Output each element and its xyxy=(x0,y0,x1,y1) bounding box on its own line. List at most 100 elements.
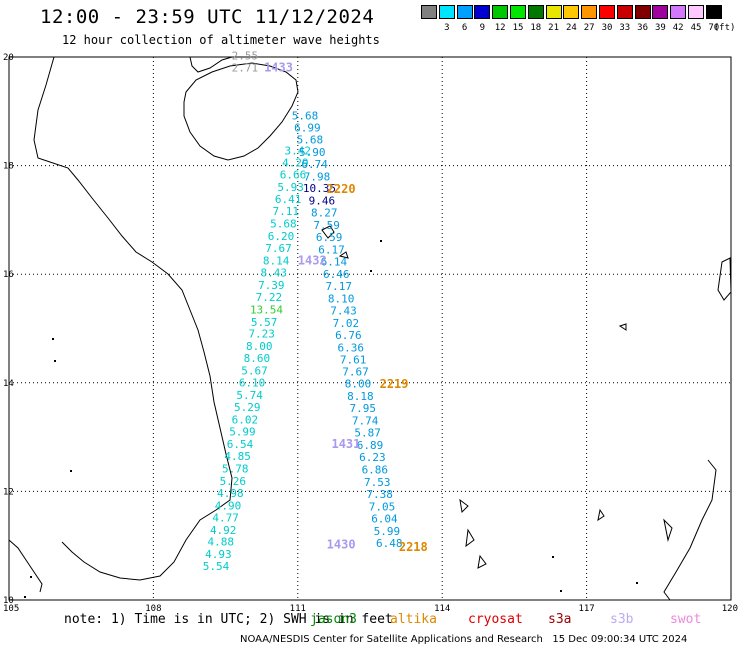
island-dot xyxy=(560,590,562,592)
wave-height-value: 9.46 xyxy=(309,195,336,208)
wave-height-value: 6.14 xyxy=(321,256,348,269)
colorbar-label: 33 xyxy=(619,23,631,33)
coastline xyxy=(321,225,335,239)
colorbar-label: 42 xyxy=(672,23,684,33)
wave-height-value: 5.68 xyxy=(292,109,319,122)
wave-height-value: 4.77 xyxy=(212,511,239,524)
coastline xyxy=(338,251,349,259)
colorbar-swatch xyxy=(438,5,455,19)
wave-height-value: 7.59 xyxy=(313,219,340,232)
wave-height-value: 7.67 xyxy=(265,242,292,255)
wave-height-value: 6.74 xyxy=(301,158,328,171)
satellite-legend-item: s3a xyxy=(548,612,572,627)
wave-height-value: 7.38 xyxy=(366,488,393,501)
wave-height-value: 6.04 xyxy=(371,512,398,525)
pass-time-label: 2219 xyxy=(380,377,409,391)
lon-tick-label: 120 xyxy=(722,604,738,614)
wave-height-value: 4.85 xyxy=(224,450,251,463)
coastline xyxy=(183,62,299,161)
coastline xyxy=(618,323,627,331)
wave-height-value: 6.89 xyxy=(357,439,384,452)
colorbar-label: 18 xyxy=(530,23,542,33)
wave-height-value: 8.10 xyxy=(328,292,355,305)
wave-height-value: 7.74 xyxy=(352,415,379,428)
wave-height-value: 6.76 xyxy=(335,329,362,342)
wave-height-value: 5.26 xyxy=(220,475,247,488)
pass-time-label: 1430 xyxy=(327,537,356,551)
coastline xyxy=(8,539,43,593)
island-dot xyxy=(30,576,32,578)
colorbar-label: 30 xyxy=(601,23,613,33)
coastline xyxy=(477,554,487,569)
wave-height-value: 5.99 xyxy=(374,525,401,538)
island-dot xyxy=(24,596,26,598)
wave-height-value: 7.98 xyxy=(304,170,331,183)
colorbar-label: 36 xyxy=(637,23,649,33)
colorbar-swatch xyxy=(705,5,722,19)
lat-tick-label: 12 xyxy=(3,487,14,497)
lon-tick-label: 105 xyxy=(3,604,19,614)
island-dot xyxy=(370,270,372,272)
satellite-legend-item: altika xyxy=(390,612,437,627)
wave-height-value: 6.59 xyxy=(316,231,343,244)
wave-height-value: 3.42 xyxy=(285,145,312,158)
colorbar-label: 15 xyxy=(512,23,524,33)
lon-tick-label: 117 xyxy=(578,604,594,614)
wave-height-value: 7.17 xyxy=(325,280,352,293)
map-subtitle: 12 hour collection of altimeter wave hei… xyxy=(62,33,380,47)
wave-height-value: 7.95 xyxy=(350,402,377,415)
colorbar-label: 12 xyxy=(494,23,506,33)
colorbar-swatch xyxy=(421,5,437,19)
colorbar-unit: (ft) xyxy=(713,23,736,33)
colorbar-swatch xyxy=(634,5,651,19)
map-title: 12:00 - 23:59 UTC 11/12/2024 xyxy=(40,6,375,28)
wave-height-value: 6.54 xyxy=(227,438,254,451)
wave-height-value: 4.29 xyxy=(282,157,309,170)
wave-height-value: 4.98 xyxy=(217,487,244,500)
colorbar-swatch xyxy=(474,5,491,19)
coastline xyxy=(663,518,673,542)
colorbar-swatch xyxy=(599,5,615,19)
colorbar-swatch xyxy=(492,5,509,19)
island-dot xyxy=(552,556,554,558)
pass-time-label: 1431 xyxy=(331,437,360,451)
colorbar-label: 27 xyxy=(583,23,595,33)
pass-time-label: 2220 xyxy=(327,182,356,196)
lon-tick-label: 111 xyxy=(290,604,306,614)
colorbar-label: 45 xyxy=(690,23,702,33)
wave-height-value: 2.71 xyxy=(232,62,259,75)
colorbar-label: 21 xyxy=(548,23,560,33)
wave-height-value: 8.60 xyxy=(244,352,271,365)
wave-height-value: 4.88 xyxy=(208,536,235,549)
satellite-legend: jason3 altika cryosat s3a s3b swot xyxy=(0,612,740,630)
lat-tick-label: 10 xyxy=(3,596,14,606)
colorbar-swatch xyxy=(616,5,633,19)
lat-tick-label: 18 xyxy=(3,162,14,172)
colorbar-swatch xyxy=(527,5,544,19)
wave-height-value: 5.68 xyxy=(270,218,297,231)
wave-height-value: 7.43 xyxy=(330,304,357,317)
lat-tick-label: 20 xyxy=(3,53,14,63)
wave-height-value: 6.66 xyxy=(280,169,307,182)
wave-height-value: 5.87 xyxy=(354,427,381,440)
wave-height-value: 4.90 xyxy=(215,499,242,512)
lat-tick-label: 14 xyxy=(3,379,14,389)
wave-height-value: 5.99 xyxy=(229,425,256,438)
lon-tick-label: 114 xyxy=(434,604,450,614)
island-dot xyxy=(636,582,638,584)
wave-height-value: 5.93 xyxy=(277,181,304,194)
island-dot xyxy=(70,470,72,472)
wave-height-value: 5.68 xyxy=(297,133,324,146)
wave-height-value: 4.92 xyxy=(210,524,237,537)
wave-height-value: 6.99 xyxy=(294,121,321,134)
coastline xyxy=(33,56,233,581)
wave-height-value: 8.14 xyxy=(263,254,290,267)
credit-line: NOAA/NESDIS Center for Satellite Applica… xyxy=(240,634,688,645)
wave-height-value: 8.18 xyxy=(347,390,374,403)
wave-height-value: 7.02 xyxy=(333,317,360,330)
wave-height-value: 5.67 xyxy=(241,365,268,378)
coastline xyxy=(465,528,475,548)
colorbar-swatch xyxy=(581,5,598,19)
colorbar-label: 24 xyxy=(565,23,577,33)
wave-height-value: 6.23 xyxy=(359,451,386,464)
